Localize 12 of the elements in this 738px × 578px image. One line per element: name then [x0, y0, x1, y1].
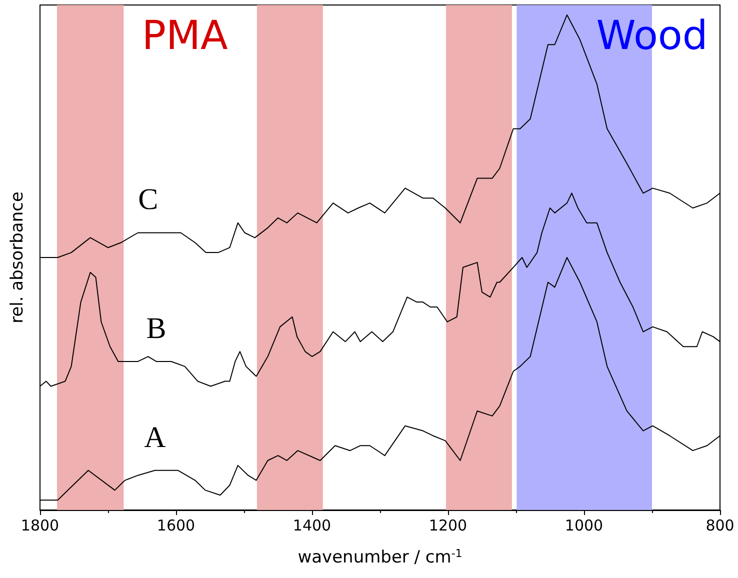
annotation: PMA [142, 13, 228, 59]
x-tick-label: 1400 [292, 516, 332, 534]
x-tick-label: 1200 [428, 516, 468, 534]
x-tick-label: 1600 [156, 516, 196, 534]
x-tick-label: 1000 [564, 516, 604, 534]
annotation: Wood [596, 13, 708, 59]
series-label: C [138, 183, 158, 216]
series-label: B [146, 312, 166, 345]
series-label: A [144, 420, 166, 454]
y-axis-title: rel. absorbance [8, 192, 28, 324]
x-tick-label: 1800 [20, 516, 60, 534]
x-tick-label: 800 [706, 516, 734, 534]
